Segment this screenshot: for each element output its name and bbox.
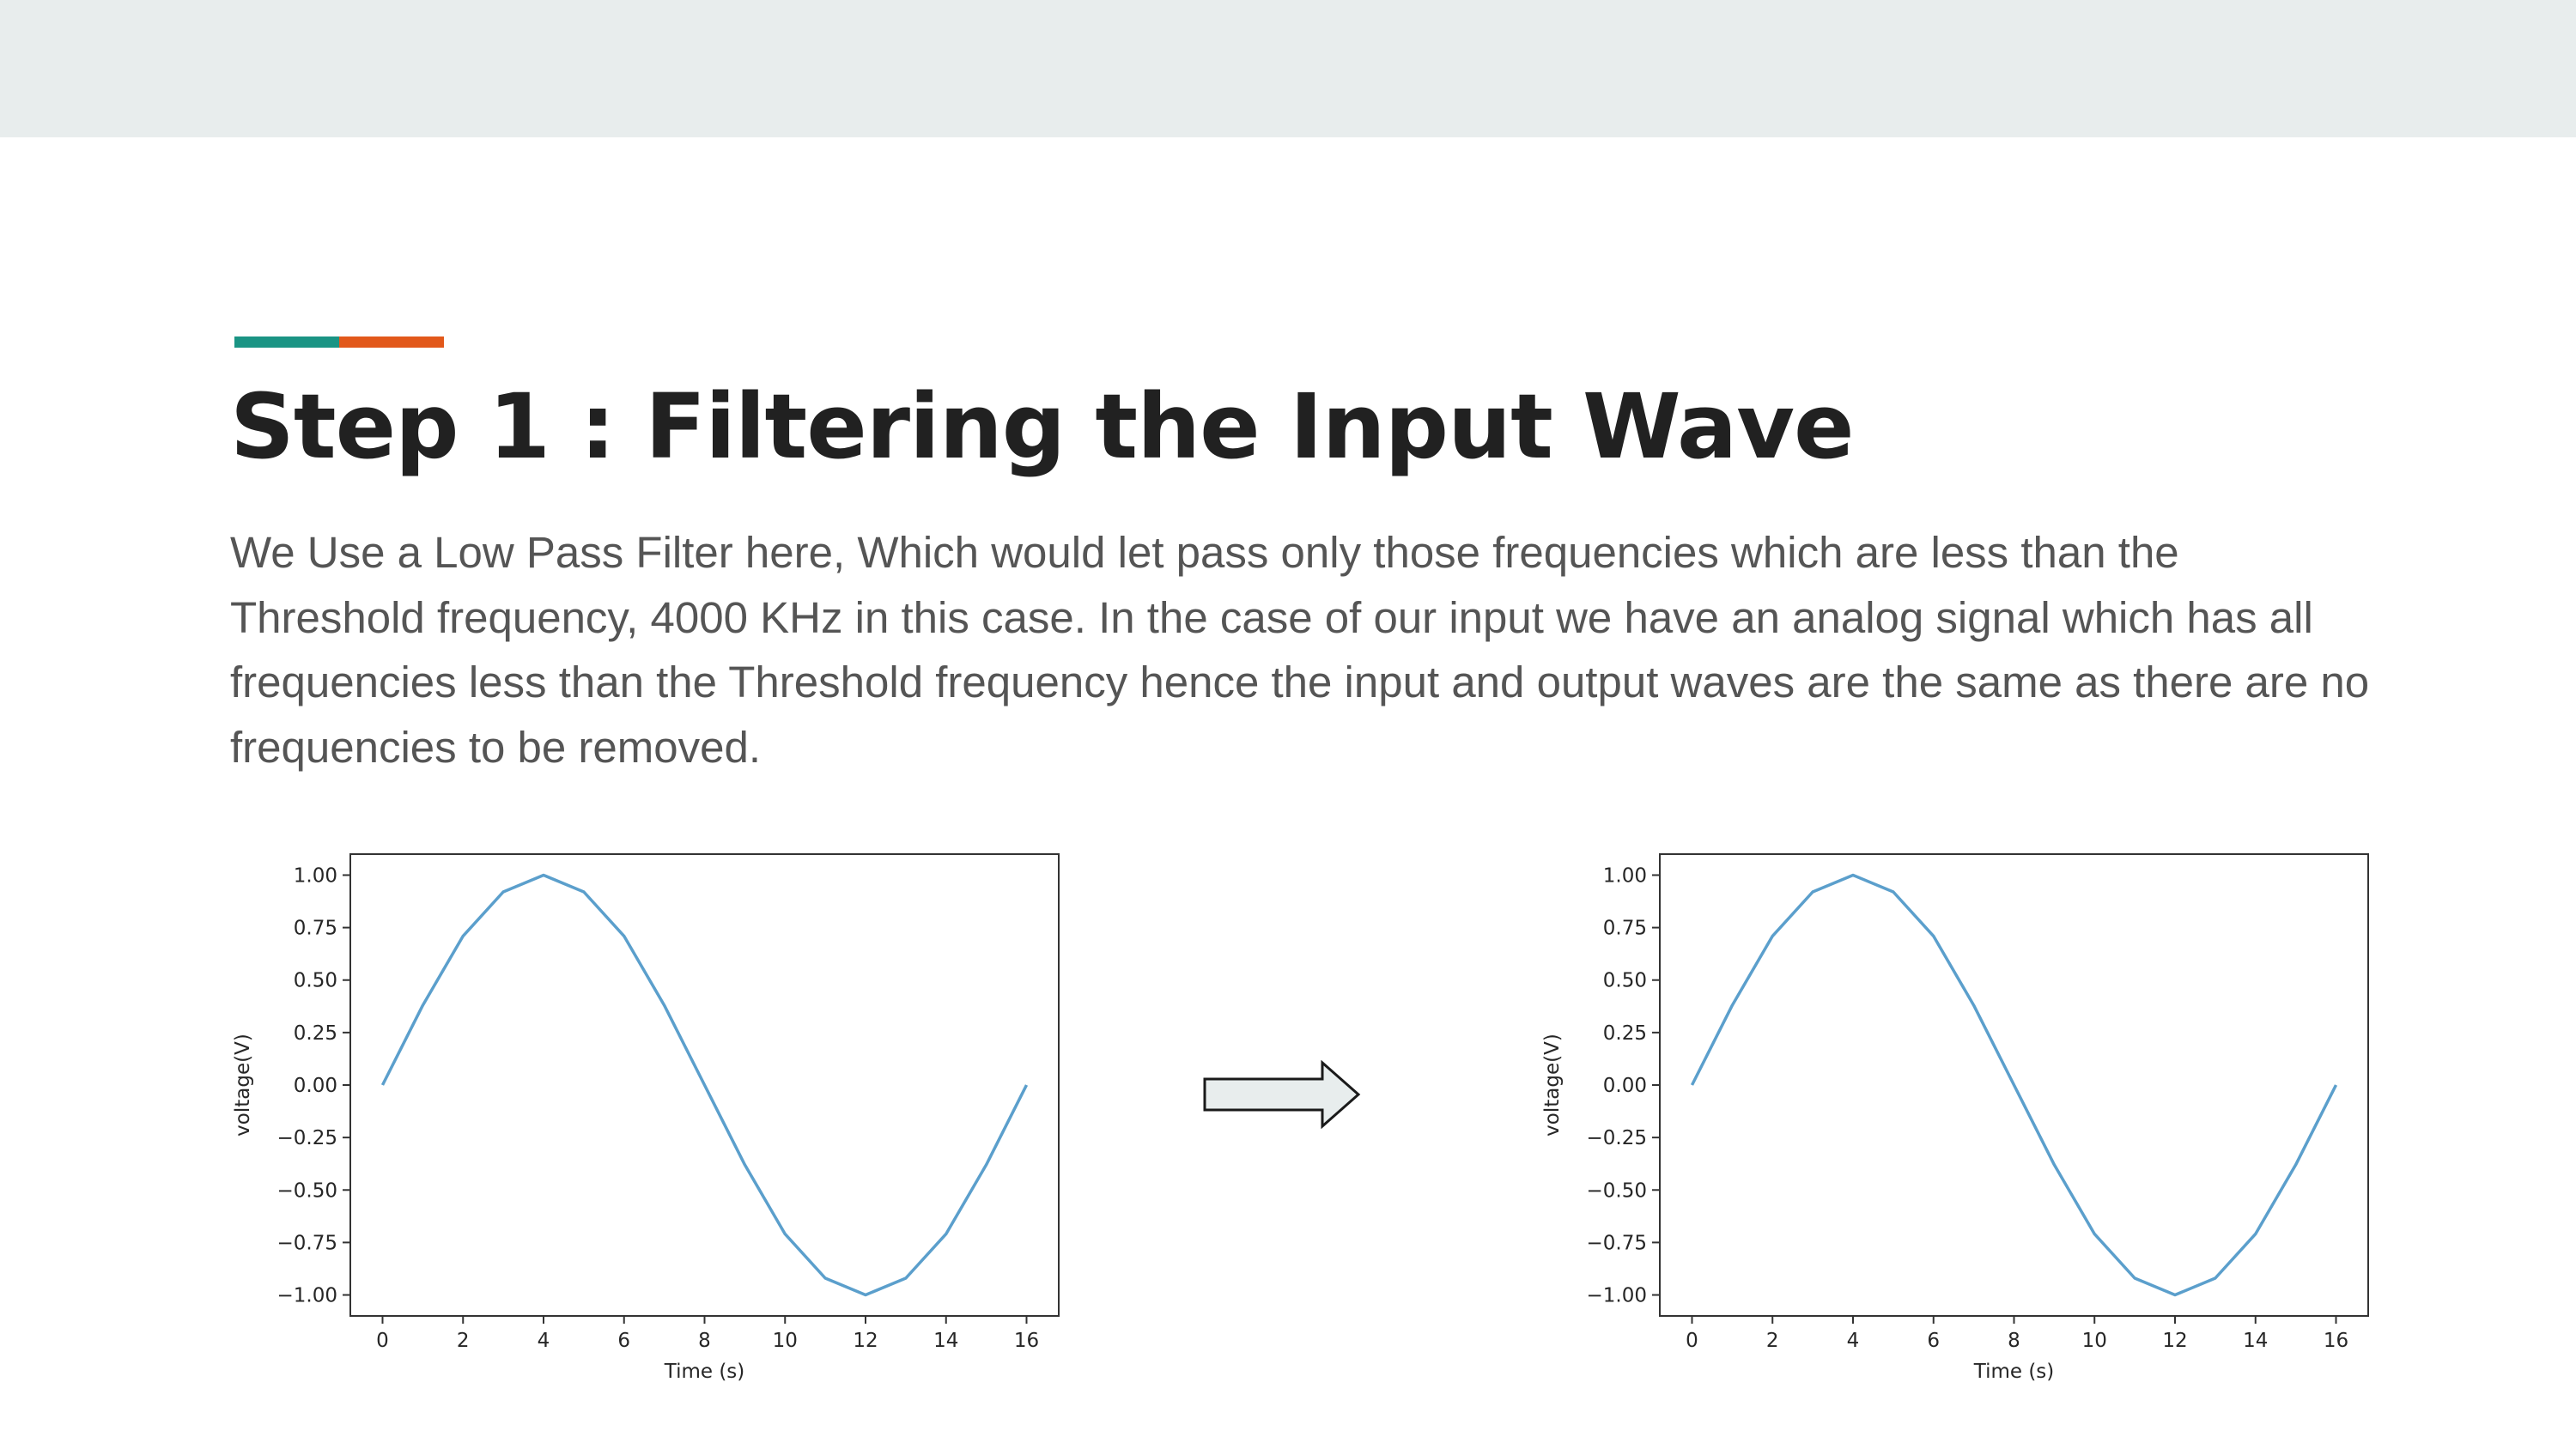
x-tick-label: 6 (1927, 1330, 1940, 1352)
right-arrow-icon (1203, 1060, 1361, 1129)
x-tick-label: 12 (853, 1330, 878, 1352)
accent-bar-orange (339, 336, 444, 348)
output-wave-chart: 0 2 4 6 8 10 12 14 16 1.00 0.75 0.50 0.25 0.00 −0.25 −0… (1541, 853, 2369, 1383)
x-tick-label: 12 (2162, 1330, 2187, 1352)
y-tick-label: 1.00 (294, 864, 337, 887)
y-tick-label: 0.00 (294, 1075, 337, 1097)
x-tick-label: 14 (2243, 1330, 2268, 1352)
x-tick-label: 8 (2008, 1330, 2020, 1352)
x-tick-label: 8 (698, 1330, 711, 1352)
y-tick-label: 0.75 (1603, 918, 1647, 940)
x-tick-label: 4 (538, 1330, 550, 1352)
y-tick-label: 1.00 (1603, 864, 1647, 887)
y-tick-label: 0.00 (1603, 1075, 1647, 1097)
y-tick-label: 0.50 (1603, 970, 1647, 992)
y-tick-label: −0.50 (1587, 1179, 1647, 1202)
x-tick-label: 16 (2324, 1330, 2348, 1352)
x-axis-label: Time (s) (664, 1361, 745, 1383)
y-tick-label: 0.25 (294, 1022, 337, 1045)
y-tick-label: −0.25 (277, 1127, 337, 1149)
y-tick-label: −0.50 (277, 1179, 337, 1202)
y-tick-label: −1.00 (277, 1285, 337, 1307)
y-tick-label: 0.50 (294, 970, 337, 992)
input-wave-plot: 0 2 4 6 8 10 12 14 16 1.00 0.75 0.50 0.25 0.00 −0.25 −0… (223, 837, 1082, 1395)
x-tick-label: 2 (457, 1330, 470, 1352)
x-tick-label: 4 (1847, 1330, 1860, 1352)
y-tick-label: −1.00 (1587, 1285, 1647, 1307)
y-tick-label: −0.25 (1587, 1127, 1647, 1149)
x-tick-label: 16 (1014, 1330, 1039, 1352)
top-band (0, 0, 2576, 137)
y-tick-label: 0.25 (1603, 1022, 1647, 1045)
y-axis-label: voltage(V) (1541, 1034, 1564, 1137)
y-axis-label: voltage(V) (232, 1034, 254, 1137)
slide-title: Step 1 : Filtering the Input Wave (230, 374, 1855, 479)
series-line-0 (1690, 873, 2338, 1297)
input-wave-chart: 0 2 4 6 8 10 12 14 16 1.00 0.75 0.50 0.25 0.00 −0.25 −0… (232, 853, 1060, 1383)
slide-body-text: We Use a Low Pass Filter here, Which wou… (230, 528, 2370, 772)
x-tick-label: 6 (617, 1330, 630, 1352)
series-line-0 (380, 873, 1029, 1297)
x-tick-label: 14 (933, 1330, 958, 1352)
y-tick-label: −0.75 (277, 1232, 337, 1254)
output-wave-plot: 0 2 4 6 8 10 12 14 16 1.00 0.75 0.50 0.25 0.00 −0.25 −0… (1533, 837, 2391, 1395)
x-tick-label: 10 (773, 1330, 798, 1352)
x-tick-label: 2 (1766, 1330, 1779, 1352)
accent-bar-teal (234, 336, 339, 348)
x-tick-label: 10 (2082, 1330, 2107, 1352)
x-tick-label: 0 (1686, 1330, 1698, 1352)
y-tick-label: 0.75 (294, 918, 337, 940)
x-tick-label: 0 (376, 1330, 389, 1352)
y-tick-label: −0.75 (1587, 1232, 1647, 1254)
x-axis-label: Time (s) (1973, 1361, 2055, 1383)
